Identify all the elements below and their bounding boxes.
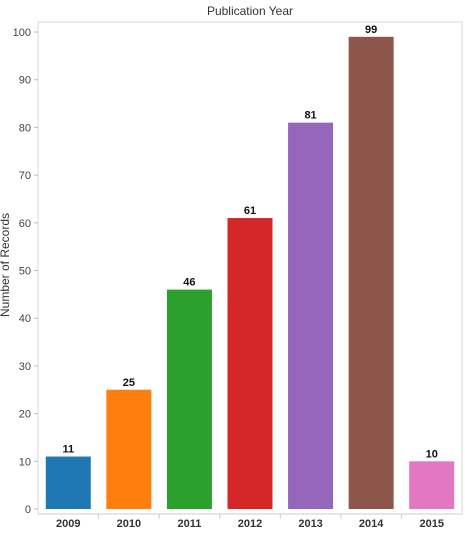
data-label-2013: 81 xyxy=(304,110,316,122)
y-tick-label: 10 xyxy=(19,456,31,468)
x-tick-label-2013: 2013 xyxy=(298,518,322,530)
y-tick-label: 20 xyxy=(19,409,31,421)
x-tick-label-2012: 2012 xyxy=(238,518,262,530)
y-tick-label: 100 xyxy=(13,27,31,39)
y-tick-label: 60 xyxy=(19,218,31,230)
bar-2010[interactable] xyxy=(106,389,152,509)
data-label-2011: 46 xyxy=(183,277,195,289)
data-label-2009: 11 xyxy=(62,444,74,456)
data-label-2012: 61 xyxy=(244,205,256,217)
y-tick-label: 70 xyxy=(19,170,31,182)
bar-2015[interactable] xyxy=(409,461,455,509)
data-labels: 11 25 46 61 81 99 10 xyxy=(62,24,437,460)
data-label-2014: 99 xyxy=(365,24,377,36)
x-tick-label-2015: 2015 xyxy=(419,518,443,530)
y-tick-label: 50 xyxy=(19,266,31,278)
bar-2014[interactable] xyxy=(348,36,394,510)
data-label-2015: 10 xyxy=(426,448,438,460)
x-tick-label-2010: 2010 xyxy=(117,518,141,530)
bar-2009[interactable] xyxy=(45,456,91,509)
y-tick-label: 30 xyxy=(19,361,31,373)
x-axis: 2009 2010 2011 2012 2013 2014 2015 xyxy=(56,514,444,530)
bar-2012[interactable] xyxy=(227,218,273,509)
x-tick-label-2011: 2011 xyxy=(177,518,201,530)
y-axis: 0 10 20 30 40 50 60 70 80 90 100 xyxy=(13,27,38,516)
x-tick-label-2009: 2009 xyxy=(56,518,80,530)
x-tick-label-2014: 2014 xyxy=(359,518,384,530)
y-tick-label: 80 xyxy=(19,122,31,134)
data-label-2010: 25 xyxy=(123,377,135,389)
y-tick-label: 40 xyxy=(19,313,31,325)
y-tick-label: 90 xyxy=(19,75,31,87)
y-axis-label: Number of Records xyxy=(0,213,12,317)
y-tick-label: 0 xyxy=(25,504,31,516)
bar-2011[interactable] xyxy=(166,289,212,509)
bars xyxy=(45,36,455,510)
chart-title: Publication Year xyxy=(207,4,293,18)
bar-2013[interactable] xyxy=(288,122,334,509)
